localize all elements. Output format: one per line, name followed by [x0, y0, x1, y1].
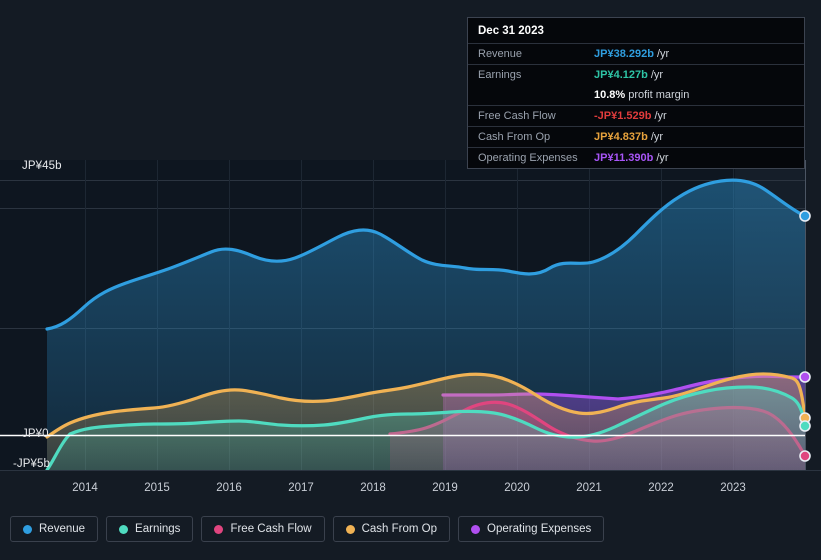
legend-item-earnings[interactable]: Earnings — [106, 516, 194, 542]
tooltip-row-value: JP¥4.837b — [594, 131, 648, 143]
tooltip-row: Operating Expenses JP¥11.390b/yr — [468, 147, 804, 168]
tooltip-row-key: Revenue — [478, 48, 523, 60]
x-axis-tick-2018: 2018 — [360, 482, 386, 494]
tooltip-row: Revenue JP¥38.292b/yr — [468, 43, 804, 64]
earnings-area — [47, 387, 805, 470]
earnings-endpoint-dot — [799, 420, 811, 432]
legend-color-dot-icon — [119, 524, 129, 534]
x-axis-tick-2017: 2017 — [288, 482, 314, 494]
y-axis-label-top: JP¥45b — [22, 160, 62, 172]
hover-tooltip: Dec 31 2023 Revenue JP¥38.292b/yr Earnings… — [467, 17, 805, 169]
tooltip-row: Earnings JP¥4.127b/yr — [468, 64, 804, 85]
x-axis-tick-2020: 2020 — [504, 482, 530, 494]
x-axis-tick-2021: 2021 — [576, 482, 602, 494]
chart-legend[interactable]: Revenue Earnings Free Cash Flow Cash From O… — [10, 516, 605, 542]
tooltip-row: Cash From Op JP¥4.837b/yr — [468, 126, 804, 147]
tooltip-rows: Revenue JP¥38.292b/yr Earnings JP¥4.127b/yr… — [468, 43, 804, 168]
endpoint-markers — [799, 210, 811, 462]
tooltip-row-unit: /yr — [654, 110, 667, 122]
tooltip-row-key: Operating Expenses — [478, 152, 578, 164]
tooltip-row-key: Cash From Op — [478, 131, 551, 143]
legend-item-operating-expenses[interactable]: Operating Expenses — [458, 516, 605, 542]
x-axis-tick-2019: 2019 — [432, 482, 458, 494]
x-axis-tick-2014: 2014 — [72, 482, 98, 494]
tooltip-row-unit: /yr — [656, 152, 669, 164]
tooltip-row-unit: /yr — [656, 48, 670, 60]
earnings-line — [45, 385, 805, 470]
x-axis-tick-2023: 2023 — [720, 482, 746, 494]
cash-from-op-line — [45, 372, 805, 439]
tooltip-row-value: -JP¥1.529b — [594, 110, 652, 122]
legend-item-label: Operating Expenses — [487, 523, 592, 535]
legend-item-revenue[interactable]: Revenue — [10, 516, 99, 542]
tooltip-row-unit: /yr — [650, 131, 664, 143]
x-axis-tick-2015: 2015 — [144, 482, 170, 494]
x-axis-tick-2016: 2016 — [216, 482, 242, 494]
revenue-line — [45, 178, 805, 331]
legend-item-label: Cash From Op — [361, 523, 438, 535]
tooltip-row-unit: profit margin — [628, 89, 690, 101]
legend-item-label: Free Cash Flow — [230, 523, 312, 535]
free-cash-flow-endpoint-dot — [799, 450, 811, 462]
tooltip-row-value: JP¥4.127b — [594, 69, 648, 81]
tooltip-row-value: JP¥38.292b — [594, 48, 654, 60]
legend-item-free-cash-flow[interactable]: Free Cash Flow — [201, 516, 325, 542]
tooltip-row-unit: /yr — [650, 69, 664, 81]
legend-item-label: Revenue — [39, 523, 86, 535]
y-axis-label-negative: -JP¥5b — [13, 458, 51, 470]
tooltip-row-value: JP¥11.390b — [594, 152, 654, 164]
tooltip-row: Free Cash Flow -JP¥1.529b/yr — [468, 105, 804, 126]
x-axis-tick-2022: 2022 — [648, 482, 674, 494]
chart-svg — [0, 160, 821, 471]
tooltip-row: 10.8% profit margin — [468, 85, 804, 105]
legend-item-cash-from-op[interactable]: Cash From Op — [332, 516, 451, 542]
y-axis-label-zero: JP¥0 — [22, 428, 49, 440]
legend-color-dot-icon — [214, 524, 224, 534]
legend-color-dot-icon — [471, 524, 481, 534]
legend-color-dot-icon — [23, 524, 32, 534]
tooltip-row-key: Earnings — [478, 69, 522, 81]
operating-expenses-endpoint-dot — [799, 371, 811, 383]
legend-color-dot-icon — [345, 524, 355, 534]
revenue-endpoint-dot — [799, 210, 811, 222]
tooltip-date: Dec 31 2023 — [478, 25, 544, 37]
legend-item-label: Earnings — [135, 523, 181, 535]
tooltip-row-key: Free Cash Flow — [478, 110, 556, 122]
tooltip-row-value: 10.8% — [594, 89, 626, 101]
chart-plot-area[interactable]: JP¥45b JP¥0 -JP¥5b 2014 2015 2016 2017 2018 2… — [0, 0, 821, 505]
